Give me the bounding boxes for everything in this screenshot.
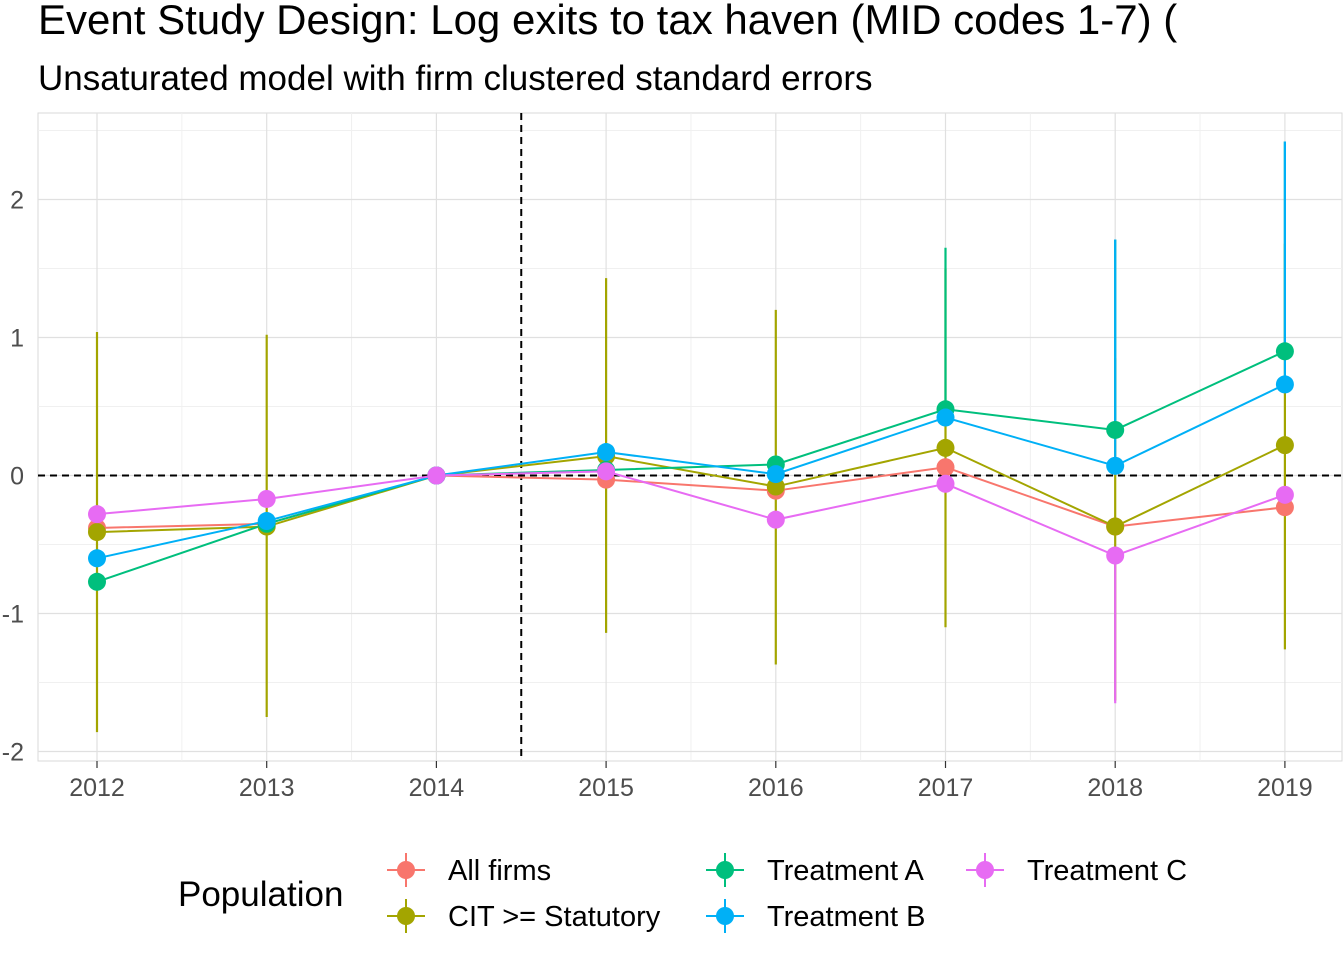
legend-key-point: [716, 861, 734, 879]
data-point-treatment-c: [257, 489, 276, 508]
data-point-treatment-c: [1106, 546, 1125, 565]
y-tick-label: -1: [2, 601, 24, 629]
data-point-treatment-b: [936, 408, 955, 427]
legend-item: Treatment B: [706, 899, 925, 933]
x-tick-label: 2013: [239, 774, 295, 802]
data-points: [88, 342, 1294, 591]
data-point-treatment-b: [1275, 375, 1294, 394]
legend-label: CIT >= Statutory: [448, 901, 661, 933]
legend-title: Population: [178, 875, 343, 914]
data-point-treatment-b: [88, 549, 106, 568]
x-tick-label: 2017: [918, 774, 974, 802]
legend-label: Treatment B: [767, 901, 925, 933]
chart-title: Event Study Design: Log exits to tax hav…: [38, 0, 1177, 43]
series-line-cit-statutory: [96, 444, 1286, 534]
x-tick-label: 2019: [1257, 774, 1313, 802]
gridlines: [38, 113, 1342, 761]
data-point-all-firms: [1275, 498, 1294, 517]
legend-key-point: [716, 907, 734, 925]
data-point-treatment-c: [597, 462, 616, 481]
legend-key-point: [397, 907, 415, 925]
data-point-treatment-c: [766, 510, 785, 529]
data-point-treatment-c: [427, 466, 446, 485]
x-axis: 2012 2013 2014 2015 2016 2017 2018 2019: [69, 761, 1313, 802]
data-point-treatment-b: [766, 465, 785, 484]
legend-label: Treatment A: [767, 855, 925, 887]
y-tick-label: 0: [10, 463, 24, 491]
y-tick-label: -2: [2, 739, 24, 767]
x-tick-label: 2014: [409, 774, 465, 802]
legend-item: Treatment C: [966, 853, 1187, 887]
reference-lines: [38, 113, 1342, 761]
data-point-cit-statutory: [1275, 436, 1294, 455]
x-tick-label: 2012: [69, 774, 125, 802]
legend-label: All firms: [448, 855, 551, 887]
series-line-treatment-a: [96, 350, 1286, 583]
series-line-treatment-c: [96, 470, 1286, 557]
plot-panel-border: [37, 112, 1343, 762]
data-point-treatment-b: [1106, 456, 1125, 475]
data-point-treatment-c: [1275, 485, 1294, 504]
data-point-treatment-a: [1275, 342, 1294, 361]
data-point-cit-statutory: [1106, 517, 1125, 536]
data-point-treatment-c: [936, 474, 955, 493]
legend-key-point: [976, 861, 994, 879]
legend-key-point: [397, 861, 415, 879]
plot-area: [37, 112, 1343, 762]
legend-item: All firms: [387, 853, 551, 887]
y-tick-label: 2: [10, 187, 24, 215]
data-point-treatment-c: [88, 505, 106, 524]
y-axis: -2 -1 0 1 2: [2, 187, 24, 767]
data-point-treatment-a: [88, 572, 106, 591]
legend-label: Treatment C: [1027, 855, 1187, 887]
data-point-cit-statutory: [936, 438, 955, 457]
series-line-treatment-b: [96, 383, 1286, 560]
x-tick-label: 2018: [1087, 774, 1143, 802]
chart-subtitle: Unsaturated model with firm clustered st…: [38, 59, 873, 98]
legend-item: CIT >= Statutory: [387, 899, 661, 933]
legend-item: Treatment A: [706, 853, 925, 887]
data-point-all-firms: [936, 458, 955, 477]
data-point-cit-statutory: [88, 523, 106, 542]
x-tick-label: 2016: [748, 774, 804, 802]
y-tick-label: 1: [10, 325, 24, 353]
data-point-treatment-b: [257, 512, 276, 531]
legend: Population All firms CIT >= Statutory Trea…: [178, 853, 1187, 933]
data-point-cit-statutory: [766, 477, 785, 496]
data-point-treatment-a: [1106, 420, 1125, 439]
data-point-treatment-b: [597, 443, 616, 462]
series-lines: [96, 350, 1286, 583]
x-tick-label: 2015: [578, 774, 634, 802]
